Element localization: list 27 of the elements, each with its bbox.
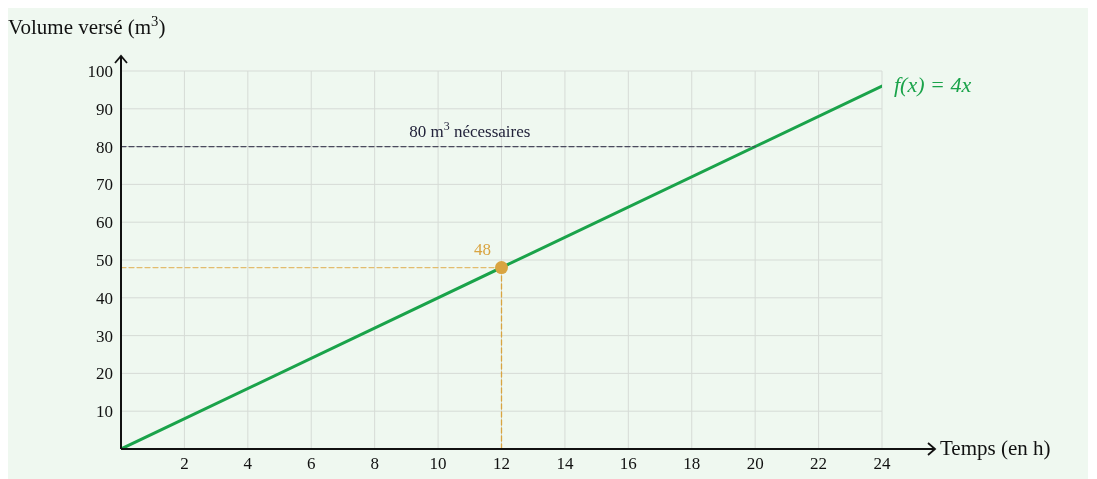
y-axis-title: Volume versé (m$^{3}$) [8, 13, 166, 39]
x-tick-label: 20 [746, 454, 764, 474]
y-tick-label: 60 [96, 213, 113, 233]
x-tick-label: 12 [493, 454, 510, 474]
x-tick-label: 4 [243, 454, 253, 474]
y-tick-label: 30 [96, 326, 113, 346]
x-tick-label: 14 [556, 454, 574, 474]
y-tick-label: 80 [96, 137, 113, 157]
x-tick-label: 18 [683, 454, 701, 474]
y-tick-label: 10 [96, 402, 113, 422]
x-tick-label: 16 [619, 454, 637, 474]
y-tick-label: 20 [96, 364, 113, 384]
y-tick-label: 100 [87, 62, 113, 82]
x-axis-title: Temps (en h) [940, 436, 1051, 460]
x-tick-label: 6 [307, 454, 316, 474]
y-tick-label: 50 [96, 251, 113, 271]
annotation: 80 m$^{3}$ nécessaires [409, 118, 531, 141]
y-tick-label: 90 [96, 99, 113, 119]
x-tick-label: 2 [180, 454, 189, 474]
data-label: 48 [473, 240, 491, 260]
series-label: f(x) = 4x [894, 72, 972, 98]
y-tick-label: 70 [96, 175, 113, 195]
x-tick-label: 24 [873, 454, 891, 474]
x-tick-label: 22 [810, 454, 828, 474]
x-tick-label: 8 [370, 454, 379, 474]
x-tick-label: 10 [429, 454, 447, 474]
y-tick-label: 40 [96, 288, 113, 308]
